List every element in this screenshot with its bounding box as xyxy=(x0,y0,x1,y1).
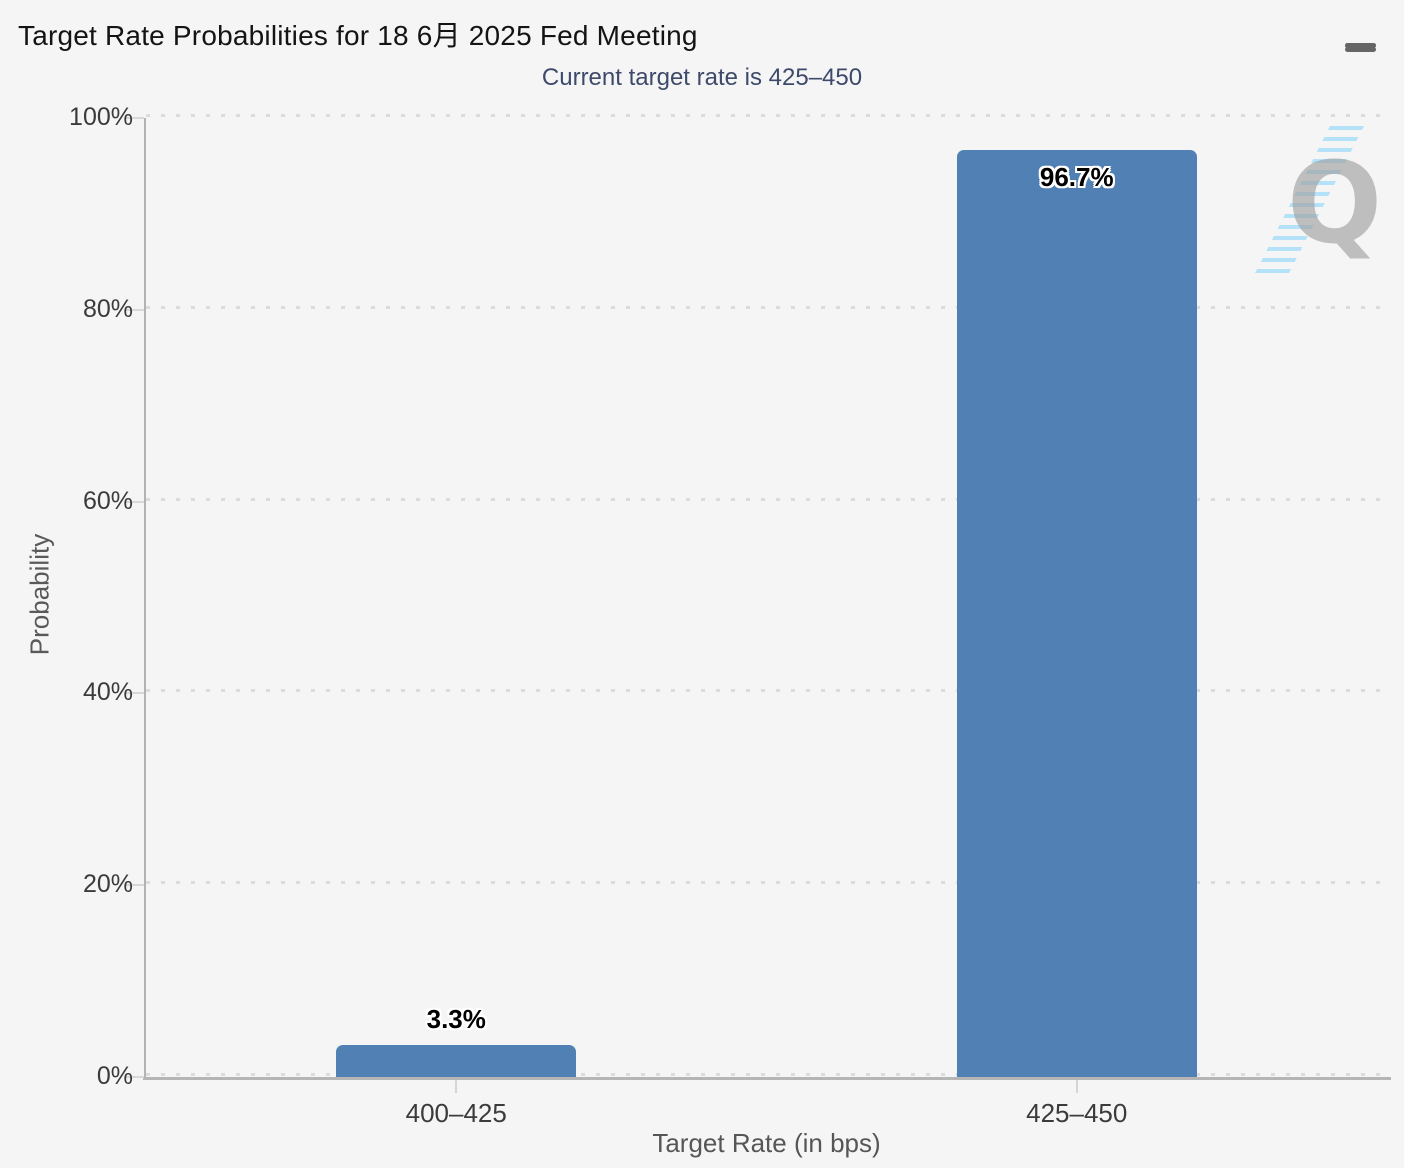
quikstrike-watermark-q-logo: Q xyxy=(1287,139,1383,269)
bar-value-label: 96.7% xyxy=(1039,161,1114,192)
x-axis-category-label: 400–425 xyxy=(405,1098,507,1128)
x-axis-tick xyxy=(1075,1080,1078,1093)
bar-425–450[interactable] xyxy=(956,149,1197,1077)
x-axis-title: Target Rate (in bps) xyxy=(652,1128,881,1158)
y-axis-tick-label: 40% xyxy=(82,678,133,707)
y-axis-tick xyxy=(125,117,144,119)
y-axis-tick-label: 100% xyxy=(69,103,133,131)
y-axis-title: Probability xyxy=(24,533,55,656)
chart-export-menu-button[interactable] xyxy=(1344,24,1378,52)
bar-value-label: 3.3% xyxy=(426,1004,486,1035)
plot-area: 0% 20% 40% 60% 80% 100% 3.3% 400–425 96.7% 425–45… xyxy=(69,103,1391,1128)
y-axis-tick-label: 80% xyxy=(82,294,133,323)
x-axis-tick xyxy=(455,1080,458,1093)
y-axis-tick xyxy=(125,500,144,503)
y-axis-tick-label: 20% xyxy=(82,870,133,899)
gridline xyxy=(146,305,1387,309)
y-axis-line xyxy=(144,118,146,1077)
y-axis-tick xyxy=(125,884,144,887)
chart-subtitle: Current target rate is 425–450 xyxy=(541,64,863,91)
gridline xyxy=(146,881,1387,885)
y-axis-tick-label: 0% xyxy=(96,1062,133,1090)
y-axis-tick-label: 60% xyxy=(82,486,133,515)
x-axis-category-label: 425–450 xyxy=(1026,1098,1128,1128)
y-axis-tick xyxy=(125,692,144,695)
gridline xyxy=(146,1073,1387,1076)
gridline xyxy=(146,497,1387,501)
y-axis-tick xyxy=(125,308,144,311)
bar-400–425[interactable] xyxy=(336,1045,577,1077)
gridline xyxy=(146,689,1387,693)
x-axis-line xyxy=(143,1077,1391,1080)
gridline xyxy=(146,114,1387,117)
chart-title: Target Rate Probabilities for 18 6月 2025… xyxy=(18,20,698,51)
y-axis-tick xyxy=(125,1076,144,1078)
